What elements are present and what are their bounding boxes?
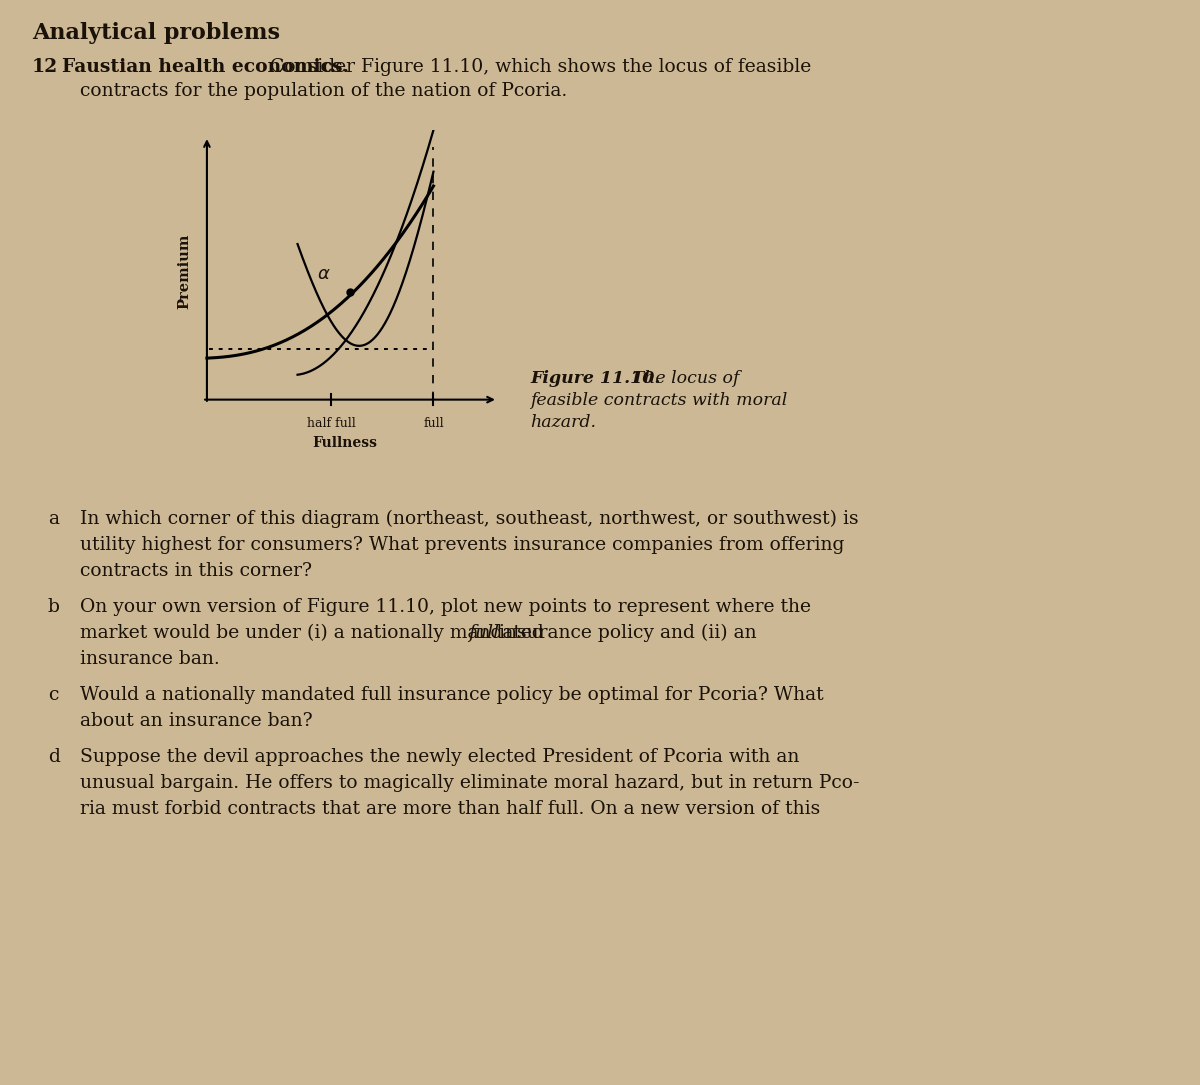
Text: Analytical problems: Analytical problems (32, 22, 280, 44)
Text: b: b (48, 598, 60, 616)
Text: ria must forbid contracts that are more than half full. On a new version of this: ria must forbid contracts that are more … (80, 800, 821, 818)
Text: utility highest for consumers? What prevents insurance companies from offering: utility highest for consumers? What prev… (80, 536, 845, 554)
Text: about an insurance ban?: about an insurance ban? (80, 712, 313, 730)
Text: Fullness: Fullness (313, 436, 378, 450)
Text: unusual bargain. He offers to magically eliminate moral hazard, but in return Pc: unusual bargain. He offers to magically … (80, 774, 859, 792)
Text: contracts in this corner?: contracts in this corner? (80, 562, 312, 580)
Text: Premium: Premium (178, 233, 191, 309)
Text: a: a (48, 510, 59, 528)
Text: insurance ban.: insurance ban. (80, 650, 220, 668)
Text: The locus of: The locus of (628, 370, 739, 387)
Text: Would a nationally mandated full insurance policy be optimal for Pcoria? What: Would a nationally mandated full insuran… (80, 686, 823, 704)
Text: Figure 11.10.: Figure 11.10. (530, 370, 660, 387)
Text: half full: half full (306, 418, 355, 431)
Text: full: full (424, 418, 444, 431)
Text: insurance policy and (ii) an: insurance policy and (ii) an (493, 624, 757, 642)
Text: feasible contracts with moral: feasible contracts with moral (530, 392, 787, 409)
Text: market would be under (i) a nationally mandated: market would be under (i) a nationally m… (80, 624, 550, 642)
Text: In which corner of this diagram (northeast, southeast, northwest, or southwest) : In which corner of this diagram (northea… (80, 510, 859, 528)
Text: d: d (48, 748, 60, 766)
Text: full: full (468, 624, 499, 642)
Text: Faustian health economics.: Faustian health economics. (62, 58, 349, 76)
Text: 12: 12 (32, 58, 58, 76)
Text: On your own version of Figure 11.10, plot new points to represent where the: On your own version of Figure 11.10, plo… (80, 598, 811, 616)
Text: contracts for the population of the nation of Pcoria.: contracts for the population of the nati… (62, 82, 568, 100)
Text: c: c (48, 686, 59, 704)
Text: Consider Figure 11.10, which shows the locus of feasible: Consider Figure 11.10, which shows the l… (264, 58, 811, 76)
Text: $\alpha$: $\alpha$ (317, 266, 330, 283)
Text: Suppose the devil approaches the newly elected President of Pcoria with an: Suppose the devil approaches the newly e… (80, 748, 799, 766)
Text: hazard.: hazard. (530, 414, 596, 431)
